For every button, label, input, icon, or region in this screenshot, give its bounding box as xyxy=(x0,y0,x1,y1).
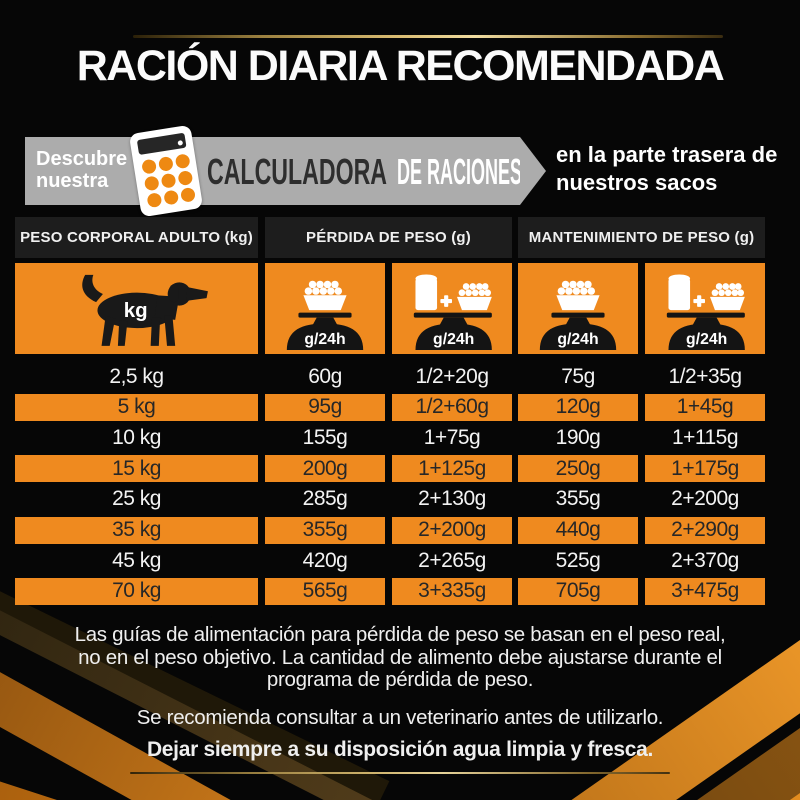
g24h-label: g/24h xyxy=(557,331,598,348)
loss-mixed-icon-cell: g/24h xyxy=(392,263,512,354)
loss-mixed-cell: 2+265g xyxy=(418,548,486,572)
maint-dry-cell: 190g xyxy=(555,426,601,449)
loss-mixed-cell: 1+75g xyxy=(423,426,481,449)
loss-mixed-cell: 1/2+60g xyxy=(392,393,512,421)
loss-mixed-cell: 1+125g xyxy=(392,455,512,483)
page-title: RACIÓN DIARIA RECOMENDADA xyxy=(76,42,725,90)
maint-mixed-cell: 1+115g xyxy=(671,426,739,449)
calculator-banner-title: CALCULADORA DE RACIONES xyxy=(207,151,522,192)
header-perdida-peso: PÉRDIDA DE PESO (g) xyxy=(265,217,512,258)
maint-mixed-cell: 1/2+35g xyxy=(668,364,743,388)
calculator-keys xyxy=(141,153,197,209)
scale-can-plus-bowl-icon: g/24h xyxy=(666,274,745,350)
table-icon-row: kg g/24h g/24h g/24h xyxy=(15,263,765,354)
feeding-guideline-note: Las guías de alimentación para pérdida d… xyxy=(74,623,726,692)
maint-dry-cell: 525g xyxy=(555,548,601,572)
loss-dry-icon-cell: g/24h xyxy=(265,263,385,354)
loss-dry-cell: 565g xyxy=(265,577,385,605)
loss-dry-cell: 95g xyxy=(265,393,385,421)
header-peso-corporal: PESO CORPORAL ADULTO (kg) xyxy=(15,217,258,258)
dog-weight-cell: kg xyxy=(15,263,258,354)
calculator-screen xyxy=(136,132,187,156)
loss-dry-cell: 420g xyxy=(302,548,348,572)
table-row: 25 kg 285g 2+130g 355g 2+200g xyxy=(15,484,765,515)
weight-cell: 5 kg xyxy=(15,393,258,421)
loss-dry-cell: 155g xyxy=(302,426,348,449)
maint-dry-cell: 440g xyxy=(518,516,638,544)
maint-dry-cell: 120g xyxy=(518,393,638,421)
maint-mixed-cell: 2+290g xyxy=(645,516,765,544)
scale-dry-bowl-icon: g/24h xyxy=(539,280,617,350)
loss-mixed-cell: 2+200g xyxy=(392,516,512,544)
table-row: 35 kg 355g 2+200g 440g 2+290g xyxy=(15,515,765,546)
table-row: 5 kg 95g 1/2+60g 120g 1+45g xyxy=(15,392,765,423)
weight-cell: 45 kg xyxy=(112,548,161,572)
table-header-row: PESO CORPORAL ADULTO (kg) PÉRDIDA DE PES… xyxy=(15,217,765,258)
weight-cell: 10 kg xyxy=(112,426,161,449)
de-raciones-label: DE RACIONES xyxy=(397,151,522,192)
table-row: 70 kg 565g 3+335g 705g 3+475g xyxy=(15,576,765,607)
banner-intro-text: Descubre nuestra xyxy=(36,148,128,193)
banner-side-note: en la parte trasera de nuestros sacos xyxy=(556,142,778,195)
dog-silhouette-icon: kg xyxy=(81,274,208,346)
header-mantenimiento-peso: MANTENIMIENTO DE PESO (g) xyxy=(518,217,765,258)
maint-dry-cell: 75g xyxy=(561,364,595,388)
maint-mixed-cell: 2+370g xyxy=(671,548,739,572)
weight-cell: 2,5 kg xyxy=(109,364,164,388)
fresh-water-note: Dejar siempre a su disposición agua limp… xyxy=(146,738,654,761)
maint-mixed-cell: 1+175g xyxy=(645,455,765,483)
dog-kg-label: kg xyxy=(123,299,147,322)
maint-mixed-cell: 1+45g xyxy=(645,393,765,421)
scale-can-plus-bowl-icon: g/24h xyxy=(413,274,492,350)
weight-cell: 25 kg xyxy=(112,487,161,511)
g24h-label: g/24h xyxy=(304,331,345,348)
table-row: 45 kg 420g 2+265g 525g 2+370g xyxy=(15,545,765,576)
g24h-label: g/24h xyxy=(433,331,474,348)
calculator-icon xyxy=(128,124,204,218)
scale-dry-bowl-icon: g/24h xyxy=(286,280,364,350)
maint-dry-cell: 705g xyxy=(518,577,638,605)
maint-mixed-cell: 2+200g xyxy=(671,487,739,511)
calculator-banner: Descubre nuestra CALCULADORA DE RACIONES xyxy=(25,124,546,218)
loss-mixed-cell: 2+130g xyxy=(418,487,486,511)
weight-cell: 70 kg xyxy=(15,577,258,605)
table-row: 10 kg 155g 1+75g 190g 1+115g xyxy=(15,423,765,454)
loss-dry-cell: 355g xyxy=(265,516,385,544)
loss-mixed-cell: 3+335g xyxy=(392,577,512,605)
weight-cell: 35 kg xyxy=(15,516,258,544)
calculadora-label: CALCULADORA xyxy=(207,151,387,192)
maint-dry-cell: 355g xyxy=(555,487,601,511)
loss-dry-cell: 200g xyxy=(265,455,385,483)
loss-mixed-cell: 1/2+20g xyxy=(415,364,490,388)
table-row: 2,5 kg 60g 1/2+20g 75g 1/2+35g xyxy=(15,361,765,392)
loss-dry-cell: 285g xyxy=(302,487,348,511)
weight-cell: 15 kg xyxy=(15,455,258,483)
maint-dry-cell: 250g xyxy=(518,455,638,483)
g24h-label: g/24h xyxy=(686,331,727,348)
maint-mixed-icon-cell: g/24h xyxy=(645,263,765,354)
gold-divider-bottom xyxy=(130,772,670,774)
maint-dry-icon-cell: g/24h xyxy=(518,263,638,354)
gold-divider-top xyxy=(133,35,723,38)
vet-recommendation-note: Se recomienda consultar a un veterinario… xyxy=(136,706,664,729)
loss-dry-cell: 60g xyxy=(308,364,342,388)
table-row: 15 kg 200g 1+125g 250g 1+175g xyxy=(15,453,765,484)
maint-mixed-cell: 3+475g xyxy=(645,577,765,605)
